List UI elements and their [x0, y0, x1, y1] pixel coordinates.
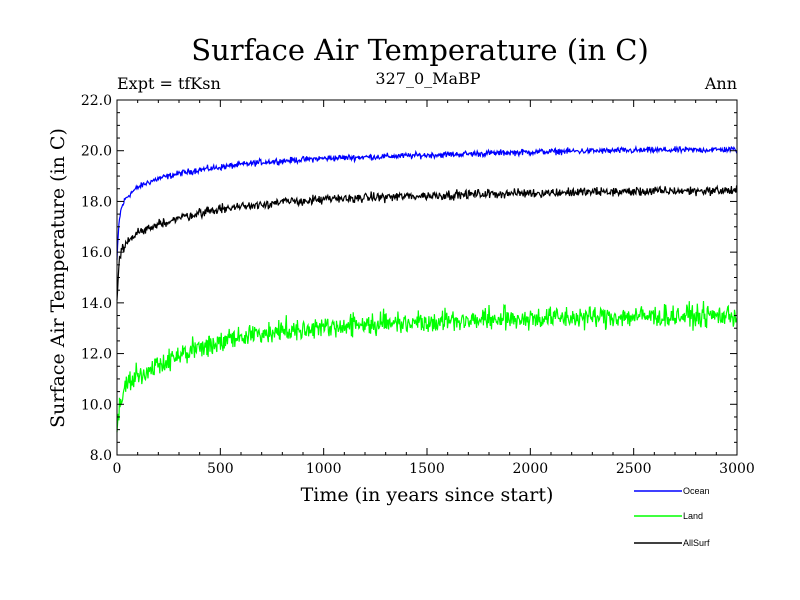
- y-tick-label: 14.0: [81, 296, 112, 312]
- subtitle-left: Expt = tfKsn: [117, 74, 221, 93]
- plot-background: [117, 100, 737, 455]
- subtitle-right: Ann: [704, 74, 737, 93]
- x-tick-label: 3000: [719, 461, 755, 477]
- series-line-allsurf: [116, 184, 738, 301]
- series-layer: [116, 144, 738, 433]
- x-tick-label: 0: [113, 461, 122, 477]
- y-tick-label: 22.0: [81, 93, 112, 109]
- legend-label-ocean: Ocean: [683, 486, 710, 496]
- y-tick-label: 10.0: [81, 397, 112, 413]
- legend-label-allsurf: AllSurf: [683, 538, 710, 548]
- y-tick-label: 8.0: [90, 448, 112, 464]
- subtitle-center: 327_0_MaBP: [375, 69, 480, 88]
- series-line-land: [116, 300, 738, 433]
- chart-title: Surface Air Temperature (in C): [191, 33, 649, 67]
- y-axis-label: Surface Air Temperature (in C): [47, 128, 69, 428]
- y-tick-label: 20.0: [81, 144, 112, 160]
- legend-label-land: Land: [683, 511, 703, 521]
- y-tick-label: 16.0: [81, 245, 112, 261]
- legend: Ocean Land AllSurf: [634, 486, 710, 548]
- x-tick-label: 500: [207, 461, 234, 477]
- x-tick-label: 1000: [306, 461, 342, 477]
- x-tick-label: 2500: [616, 461, 652, 477]
- x-axis-label: Time (in years since start): [301, 484, 554, 506]
- x-tick-label: 1500: [409, 461, 445, 477]
- plot-area: [117, 100, 737, 455]
- y-tick-label: 12.0: [81, 347, 112, 363]
- y-tick-label: 18.0: [81, 194, 112, 210]
- series-line-ocean: [116, 144, 738, 260]
- axes-layer: 0 500 1000 1500 2000 2500 3000 8.0 10.0 12.0 14.0 1…: [81, 93, 755, 477]
- x-tick-label: 2000: [513, 461, 549, 477]
